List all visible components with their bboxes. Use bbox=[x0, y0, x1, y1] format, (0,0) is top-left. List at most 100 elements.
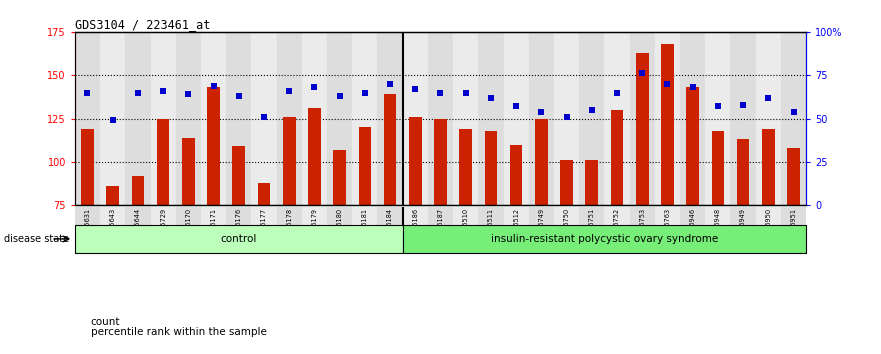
Bar bbox=[788, 148, 800, 205]
Text: GSM156180: GSM156180 bbox=[337, 208, 343, 248]
Bar bbox=[403, 207, 428, 225]
Text: percentile rank within the sample: percentile rank within the sample bbox=[91, 327, 267, 337]
Point bbox=[761, 95, 775, 101]
Bar bbox=[409, 117, 422, 205]
Bar bbox=[302, 207, 327, 225]
Point bbox=[206, 83, 220, 88]
Bar bbox=[333, 150, 346, 205]
Bar bbox=[352, 207, 377, 225]
Bar bbox=[579, 32, 604, 205]
Point bbox=[459, 90, 473, 96]
Bar bbox=[175, 207, 201, 225]
Bar bbox=[131, 176, 144, 205]
Point bbox=[787, 109, 801, 114]
Bar bbox=[529, 32, 554, 205]
Bar bbox=[579, 207, 604, 225]
Text: GSM156171: GSM156171 bbox=[211, 208, 217, 248]
Point bbox=[106, 118, 120, 123]
Text: GSM155644: GSM155644 bbox=[135, 208, 141, 248]
Bar bbox=[251, 32, 277, 205]
Bar bbox=[81, 129, 93, 205]
Bar bbox=[680, 32, 706, 205]
Text: GSM156186: GSM156186 bbox=[412, 208, 418, 248]
Bar bbox=[781, 207, 806, 225]
Bar bbox=[277, 32, 302, 205]
Point bbox=[156, 88, 170, 94]
Text: disease state: disease state bbox=[4, 234, 70, 244]
Bar bbox=[125, 32, 151, 205]
Point bbox=[484, 95, 498, 101]
Point bbox=[736, 102, 750, 108]
Text: GSM156763: GSM156763 bbox=[664, 208, 670, 248]
Bar bbox=[175, 32, 201, 205]
Bar bbox=[403, 225, 806, 253]
Bar bbox=[459, 129, 472, 205]
Point bbox=[181, 91, 196, 97]
Point bbox=[661, 81, 675, 87]
Bar bbox=[680, 207, 706, 225]
Bar bbox=[283, 117, 295, 205]
Bar bbox=[75, 32, 100, 205]
Bar bbox=[182, 138, 195, 205]
Text: count: count bbox=[91, 317, 120, 327]
Bar bbox=[630, 207, 655, 225]
Point bbox=[131, 90, 145, 96]
Bar bbox=[75, 225, 403, 253]
Point bbox=[307, 85, 322, 90]
Text: GSM156184: GSM156184 bbox=[387, 208, 393, 248]
Bar bbox=[377, 32, 403, 205]
Bar bbox=[655, 32, 680, 205]
Bar bbox=[428, 207, 453, 225]
Point bbox=[534, 109, 548, 114]
Text: GSM156176: GSM156176 bbox=[236, 208, 241, 248]
Bar bbox=[510, 144, 522, 205]
Bar bbox=[762, 129, 774, 205]
Bar bbox=[125, 207, 151, 225]
Bar bbox=[756, 207, 781, 225]
Text: GSM156179: GSM156179 bbox=[311, 208, 317, 248]
Bar bbox=[611, 110, 623, 205]
Bar bbox=[359, 127, 371, 205]
Text: GSM156750: GSM156750 bbox=[564, 208, 570, 248]
Bar bbox=[504, 32, 529, 205]
Bar bbox=[661, 44, 674, 205]
Text: control: control bbox=[220, 234, 257, 244]
Text: GSM155729: GSM155729 bbox=[160, 208, 167, 248]
Text: GSM156511: GSM156511 bbox=[488, 208, 494, 248]
Point bbox=[559, 114, 574, 120]
Bar bbox=[586, 160, 598, 205]
Bar bbox=[604, 207, 630, 225]
Bar bbox=[706, 32, 730, 205]
Bar bbox=[352, 32, 377, 205]
Bar bbox=[535, 119, 548, 205]
Point bbox=[610, 90, 624, 96]
Text: GSM155643: GSM155643 bbox=[110, 208, 115, 248]
Bar bbox=[686, 87, 699, 205]
Bar bbox=[327, 32, 352, 205]
Bar bbox=[201, 207, 226, 225]
Point bbox=[408, 86, 422, 92]
Bar bbox=[226, 32, 251, 205]
Bar bbox=[251, 207, 277, 225]
Point bbox=[509, 104, 523, 109]
Text: GSM156187: GSM156187 bbox=[438, 208, 443, 248]
Text: GSM156751: GSM156751 bbox=[589, 208, 595, 248]
Bar bbox=[453, 207, 478, 225]
Text: GSM156181: GSM156181 bbox=[362, 208, 368, 248]
Bar bbox=[151, 207, 175, 225]
Point bbox=[282, 88, 296, 94]
Point bbox=[635, 71, 649, 76]
Bar bbox=[100, 32, 125, 205]
Point bbox=[257, 114, 271, 120]
Text: GSM156170: GSM156170 bbox=[185, 208, 191, 248]
Text: GSM156752: GSM156752 bbox=[614, 208, 620, 248]
Bar bbox=[384, 94, 396, 205]
Text: GSM156950: GSM156950 bbox=[766, 208, 771, 248]
Bar bbox=[226, 207, 251, 225]
Point bbox=[232, 93, 246, 99]
Text: insulin-resistant polycystic ovary syndrome: insulin-resistant polycystic ovary syndr… bbox=[491, 234, 718, 244]
Text: GSM156512: GSM156512 bbox=[513, 208, 519, 248]
Bar bbox=[107, 186, 119, 205]
Bar bbox=[308, 108, 321, 205]
Bar bbox=[257, 183, 270, 205]
